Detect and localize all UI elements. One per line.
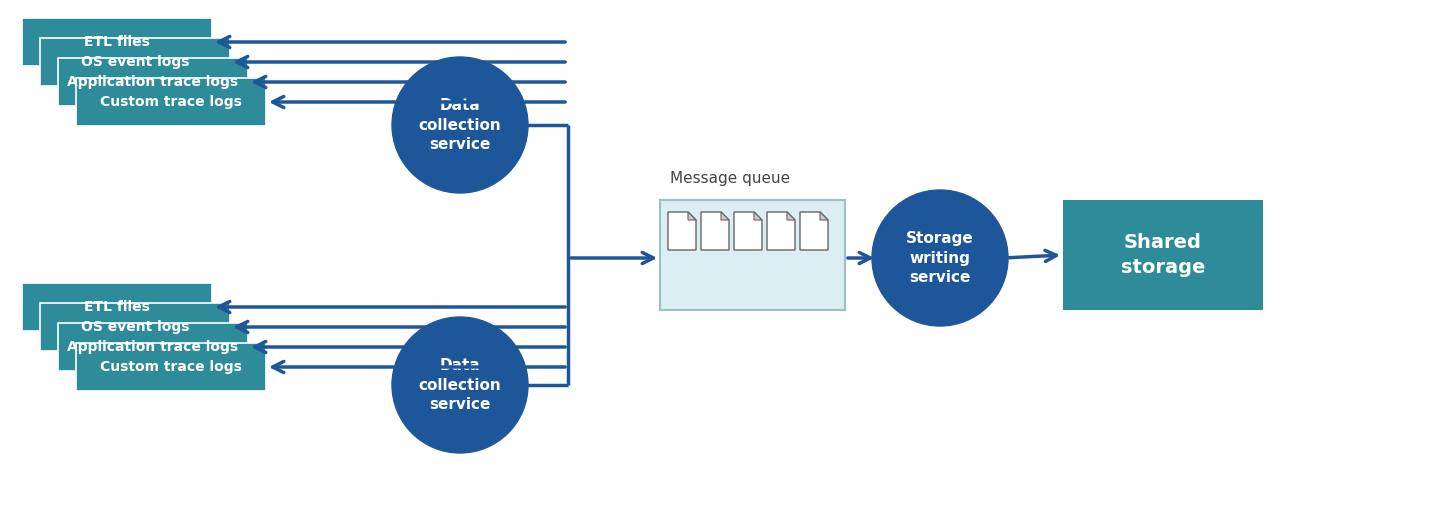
Text: Storage
writing
service: Storage writing service [905, 231, 974, 285]
Polygon shape [669, 212, 696, 250]
FancyBboxPatch shape [1063, 200, 1263, 310]
FancyBboxPatch shape [40, 303, 230, 351]
Text: ETL files: ETL files [85, 300, 149, 314]
FancyBboxPatch shape [660, 200, 845, 310]
Text: Application trace logs: Application trace logs [67, 75, 238, 89]
Polygon shape [702, 212, 729, 250]
FancyBboxPatch shape [22, 18, 212, 66]
Text: OS event logs: OS event logs [80, 320, 189, 334]
Polygon shape [786, 212, 795, 220]
FancyBboxPatch shape [57, 323, 248, 371]
FancyBboxPatch shape [57, 58, 248, 106]
Polygon shape [733, 212, 762, 250]
Circle shape [392, 317, 528, 453]
Text: Custom trace logs: Custom trace logs [100, 95, 243, 109]
Polygon shape [753, 212, 762, 220]
FancyBboxPatch shape [40, 38, 230, 86]
Polygon shape [720, 212, 729, 220]
FancyBboxPatch shape [22, 283, 212, 331]
Polygon shape [766, 212, 795, 250]
Text: ETL files: ETL files [85, 35, 149, 49]
Polygon shape [799, 212, 828, 250]
Polygon shape [687, 212, 696, 220]
Circle shape [392, 57, 528, 193]
FancyBboxPatch shape [76, 78, 265, 126]
Polygon shape [819, 212, 828, 220]
Text: Shared
storage: Shared storage [1121, 233, 1205, 277]
Text: Message queue: Message queue [670, 171, 791, 186]
Text: Custom trace logs: Custom trace logs [100, 360, 243, 374]
Circle shape [872, 190, 1007, 326]
Text: Data
collection
service: Data collection service [419, 358, 501, 412]
Text: Application trace logs: Application trace logs [67, 340, 238, 354]
Text: Data
collection
service: Data collection service [419, 98, 501, 152]
Text: OS event logs: OS event logs [80, 55, 189, 69]
FancyBboxPatch shape [76, 343, 265, 391]
